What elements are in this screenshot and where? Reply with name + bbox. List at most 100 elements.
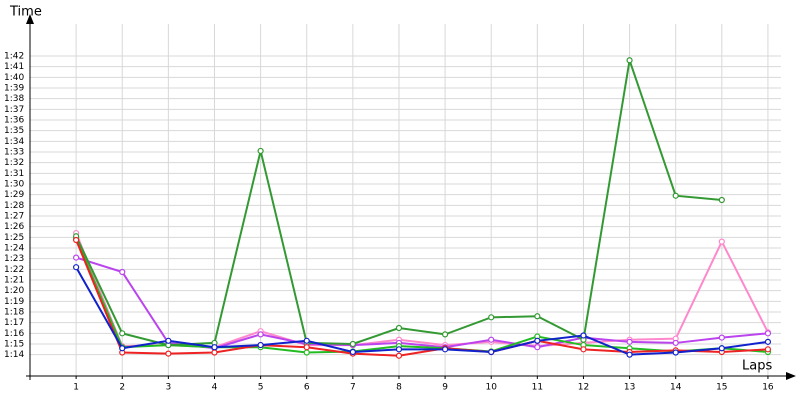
data-point <box>303 349 310 356</box>
data-point <box>488 336 495 343</box>
y-axis-title: Time <box>9 5 42 20</box>
data-point <box>395 346 403 353</box>
series-line <box>75 232 769 349</box>
y-tick-label: 1:26 <box>4 222 24 232</box>
series-line <box>75 239 768 357</box>
data-point <box>718 196 725 204</box>
x-tick-label: 8 <box>396 383 402 393</box>
x-tick-label: 14 <box>670 383 682 393</box>
y-tick-label: 1:41 <box>4 62 24 72</box>
y-tick-label: 1:15 <box>4 340 24 350</box>
x-tick-label: 4 <box>212 383 218 393</box>
data-point <box>303 337 310 344</box>
y-tick-label: 1:31 <box>4 169 24 179</box>
y-tick-label: 1:36 <box>4 116 24 126</box>
data-point <box>580 346 587 353</box>
y-axis-arrow <box>26 14 34 24</box>
data-point <box>626 57 633 64</box>
y-tick-label: 1:27 <box>4 212 24 222</box>
data-point <box>211 349 218 356</box>
x-tick-label: 3 <box>165 383 171 393</box>
data-point <box>211 344 218 351</box>
y-tick-label: 1:34 <box>4 137 24 147</box>
data-point <box>764 338 772 345</box>
data-point <box>580 332 587 339</box>
data-point <box>764 346 772 353</box>
data-point <box>257 341 264 349</box>
x-tick-label: 12 <box>578 383 589 393</box>
y-tick-label: 1:33 <box>4 148 24 158</box>
x-tick-label: 7 <box>350 383 356 393</box>
y-tick-label: 1:42 <box>4 52 24 62</box>
data-point <box>534 337 541 344</box>
y-tick-label: 1:19 <box>4 297 24 307</box>
data-point <box>441 346 449 353</box>
x-axis-title: Laps <box>742 359 772 374</box>
x-tick-label: 2 <box>119 383 125 393</box>
data-point <box>303 344 310 351</box>
data-point <box>534 313 541 320</box>
x-tick-label: 16 <box>762 383 774 393</box>
data-point <box>349 348 356 356</box>
data-point <box>718 345 725 352</box>
data-point <box>119 330 126 337</box>
data-point <box>257 331 264 338</box>
x-tick-label: 9 <box>442 383 448 393</box>
y-tick-label: 1:30 <box>4 180 24 190</box>
x-tick-label: 11 <box>532 383 543 393</box>
y-tick-label: 1:24 <box>4 244 24 254</box>
y-tick-label: 1:23 <box>4 254 24 264</box>
data-point <box>395 324 403 332</box>
y-tick-label: 1:39 <box>4 84 24 94</box>
x-tick-label: 10 <box>485 383 497 393</box>
y-tick-label: 1:28 <box>4 201 24 211</box>
y-tick-label: 1:37 <box>4 105 24 115</box>
data-point <box>626 351 633 358</box>
data-point <box>165 350 172 357</box>
y-tick-label: 1:21 <box>4 276 24 286</box>
data-point <box>672 339 679 347</box>
data-point <box>718 334 725 341</box>
y-tick-label: 1:22 <box>4 265 24 275</box>
y-tick-label: 1:38 <box>4 94 24 104</box>
x-tick-label: 1 <box>73 383 79 393</box>
data-point <box>718 238 725 245</box>
x-tick-label: 13 <box>624 383 635 393</box>
series-line <box>75 266 769 356</box>
series-line <box>75 238 769 354</box>
y-tick-label: 1:32 <box>4 158 24 168</box>
x-tick-label: 15 <box>716 383 727 393</box>
x-tick-label: 6 <box>304 383 310 393</box>
data-point <box>73 236 80 244</box>
y-tick-label: 1:35 <box>4 126 24 136</box>
data-point <box>73 254 80 261</box>
data-point <box>119 268 126 276</box>
y-tick-label: 1:16 <box>4 329 24 339</box>
data-point <box>626 338 633 345</box>
y-tick-label: 1:17 <box>4 318 24 328</box>
y-tick-label: 1:40 <box>4 73 24 83</box>
y-tick-label: 1:25 <box>4 233 24 243</box>
series-line <box>75 256 769 350</box>
y-tick-label: 1:14 <box>4 350 24 360</box>
data-point <box>73 264 80 271</box>
data-point <box>349 340 356 348</box>
y-tick-label: 1:18 <box>4 308 24 318</box>
y-tick-label: 1:29 <box>4 190 24 200</box>
data-point <box>488 314 495 321</box>
data-point <box>257 147 264 155</box>
y-tick-label: 1:20 <box>4 286 24 296</box>
x-axis-arrow <box>786 372 796 380</box>
data-point <box>488 348 495 356</box>
x-tick-label: 5 <box>258 383 264 393</box>
data-point <box>119 345 126 352</box>
data-point <box>165 337 172 344</box>
data-point <box>672 192 679 199</box>
data-point <box>441 331 449 338</box>
data-point <box>764 330 772 337</box>
data-point <box>395 352 403 359</box>
data-point <box>534 344 541 351</box>
data-point <box>672 349 679 356</box>
